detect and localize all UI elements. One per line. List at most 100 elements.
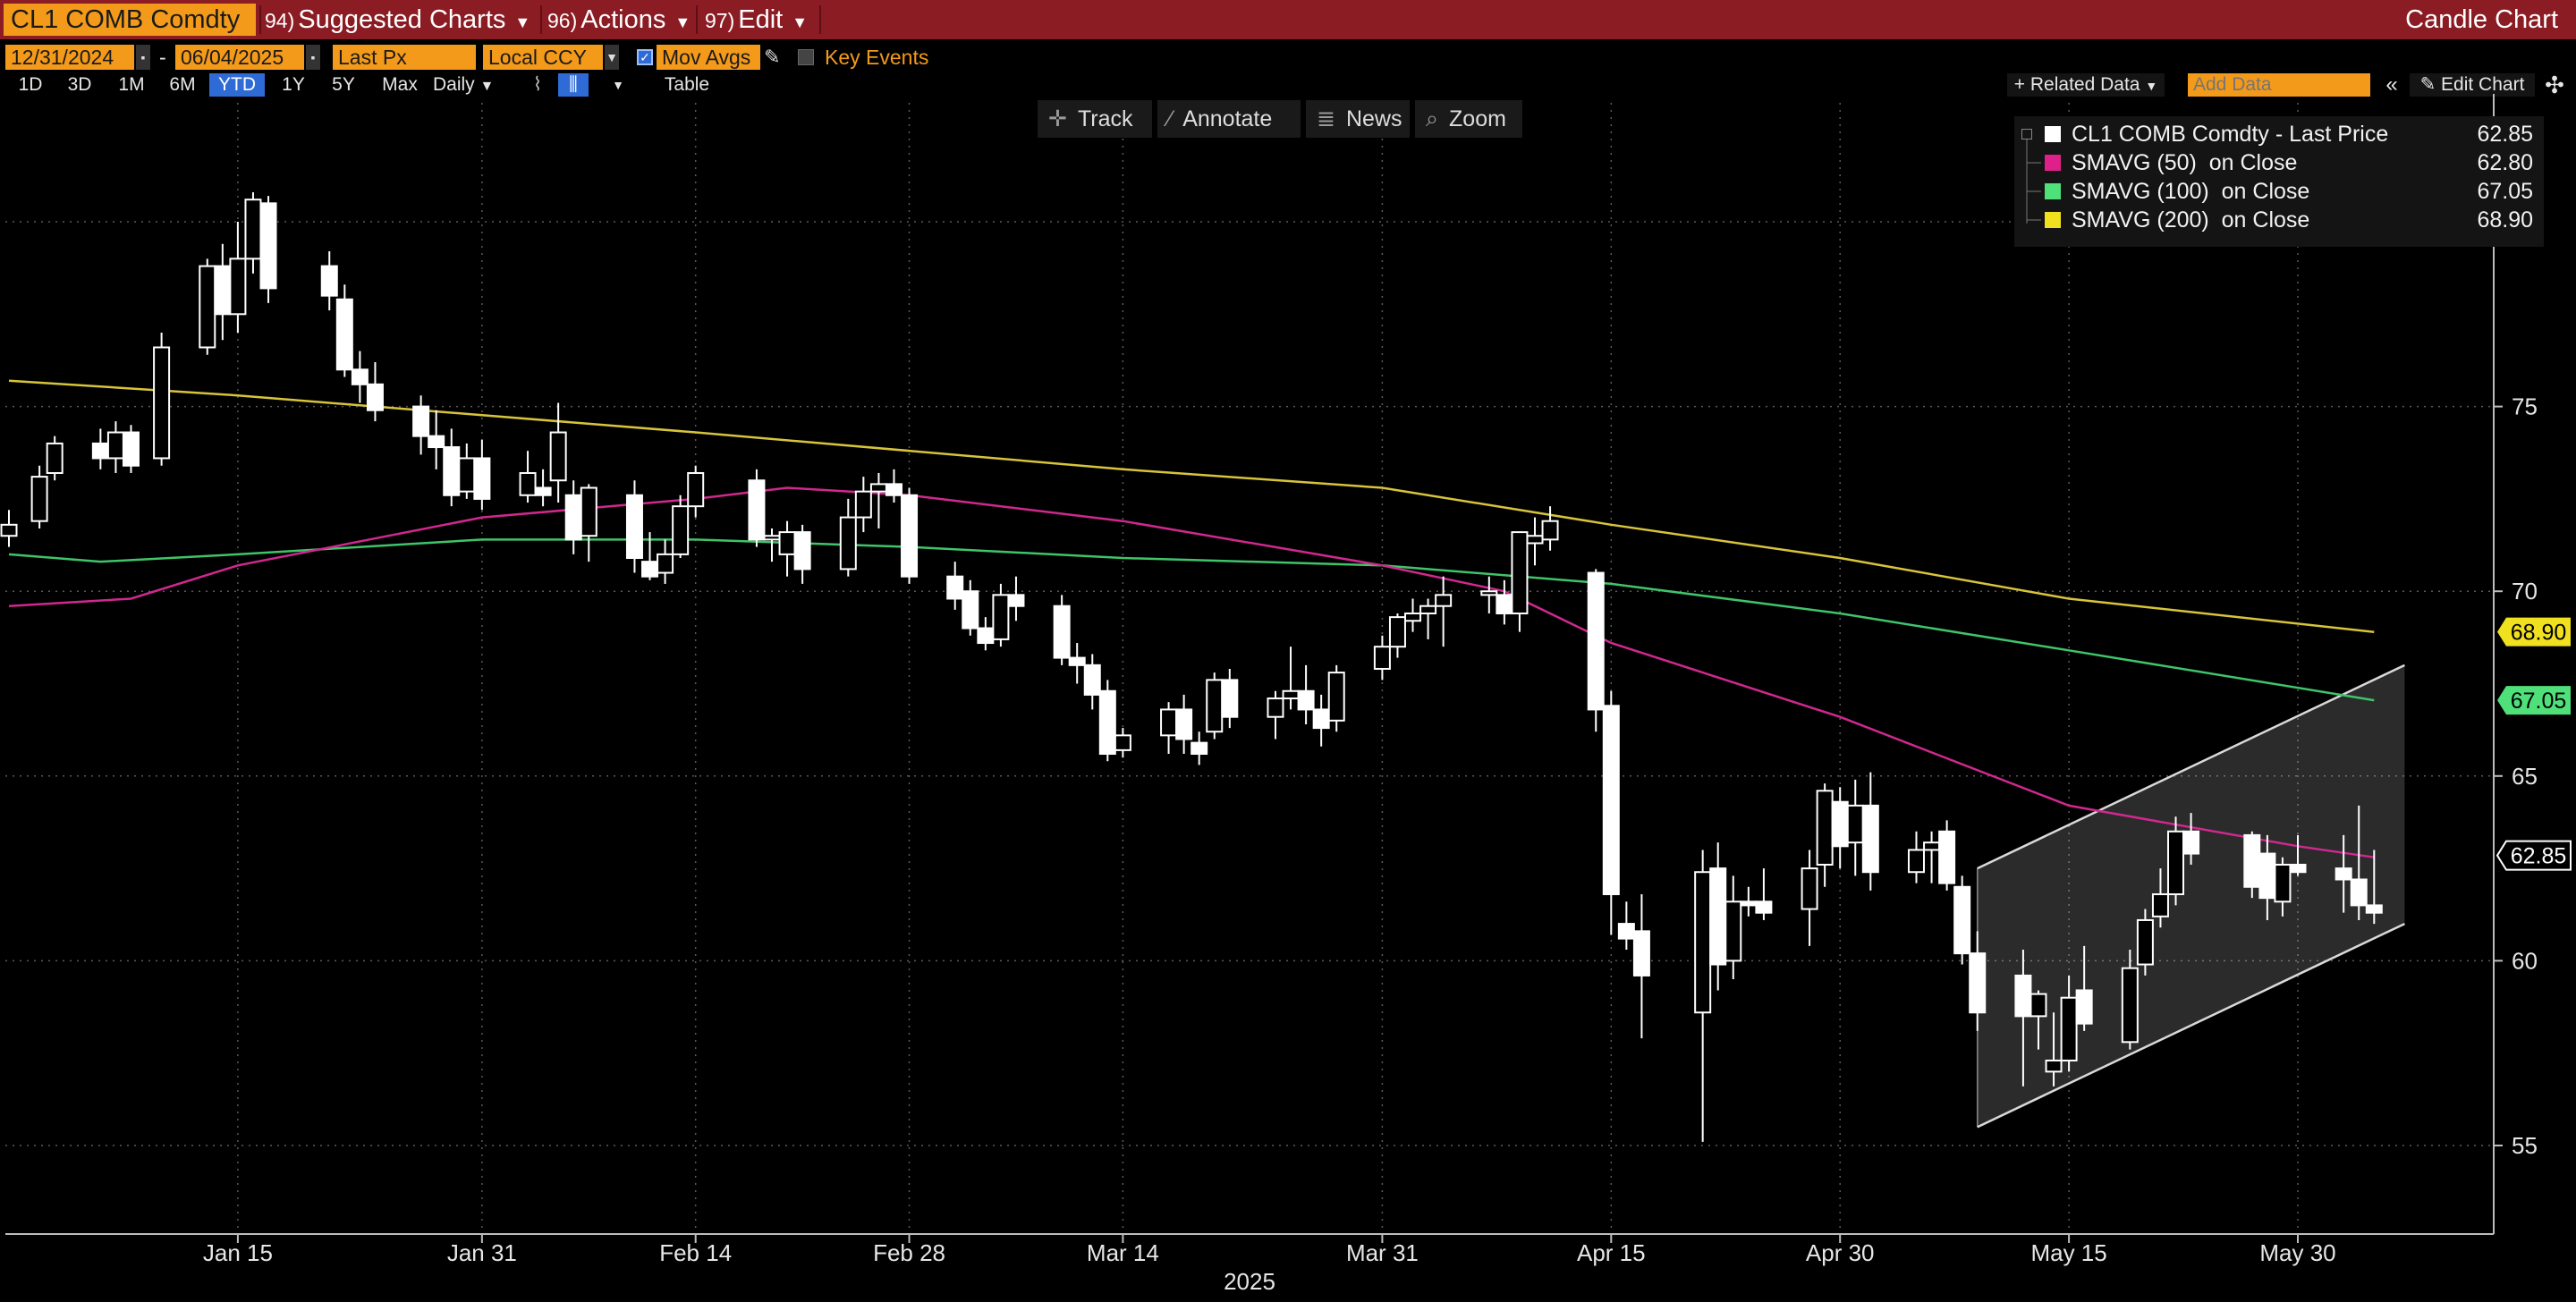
candle xyxy=(672,495,690,559)
candle xyxy=(534,469,552,507)
candle xyxy=(625,480,643,573)
candle xyxy=(1724,875,1742,980)
candle xyxy=(106,421,124,473)
ticker-field[interactable]: CL1 COMB Comdty xyxy=(4,4,256,36)
key-events-label[interactable]: Key Events xyxy=(825,46,929,69)
last-value-tag: 68.90 xyxy=(2497,617,2571,647)
suggested-charts-menu[interactable]: 94) Suggested Charts ▼ xyxy=(265,0,530,39)
candle-body xyxy=(1435,594,1453,607)
frequency-select[interactable]: Daily ▼ xyxy=(433,73,508,97)
channel-upper-line xyxy=(1977,664,2405,870)
candle xyxy=(428,410,445,469)
candle-body xyxy=(839,516,857,571)
line-chart-icon[interactable]: ⌇ xyxy=(532,74,543,95)
y-tick-label: 75 xyxy=(2512,393,2538,420)
candle xyxy=(1908,831,1925,884)
frequency-label: Daily xyxy=(433,74,475,95)
period-1y-button[interactable]: 1Y xyxy=(282,74,305,95)
candle-body xyxy=(214,265,232,316)
candle xyxy=(1740,886,1758,917)
period-1m-button[interactable]: 1M xyxy=(118,74,145,95)
currency-select[interactable]: Local CCY xyxy=(483,45,603,70)
settings-icon[interactable]: ✣ xyxy=(2545,72,2564,98)
x-tick-label: Apr 15 xyxy=(1577,1239,1646,1266)
key-events-checkbox[interactable] xyxy=(798,49,814,65)
candle-body xyxy=(244,199,262,260)
candle xyxy=(2167,816,2185,906)
candle-body xyxy=(458,457,476,493)
chevron-down-icon[interactable]: ▼ xyxy=(612,78,624,92)
pencil-icon[interactable]: ✎ xyxy=(764,46,781,68)
news-button[interactable]: ≣ News xyxy=(1306,100,1410,138)
y-tick-label: 55 xyxy=(2512,1132,2538,1159)
mov-avgs-button[interactable]: Mov Avgs xyxy=(657,45,760,70)
sma50-line xyxy=(8,486,2375,858)
candle xyxy=(748,469,766,547)
actions-menu[interactable]: 96) Actions ▼ xyxy=(547,0,691,39)
collapse-box-icon[interactable] xyxy=(2021,129,2032,140)
candle xyxy=(2060,975,2078,1072)
zoom-button[interactable]: ⌕ Zoom xyxy=(1415,100,1522,138)
period-1d-button[interactable]: 1D xyxy=(18,74,43,95)
calendar-icon[interactable]: ▪ xyxy=(306,45,320,70)
trend-channel[interactable] xyxy=(1976,664,2405,1129)
legend-row-sma200[interactable]: SMAVG (200) on Close 68.90 xyxy=(2014,206,2544,234)
track-button[interactable]: ✛ Track xyxy=(1038,100,1152,138)
add-data-input[interactable] xyxy=(2188,73,2370,97)
period-3d-button[interactable]: 3D xyxy=(67,74,92,95)
legend-row-price[interactable]: CL1 COMB Comdty - Last Price 62.85 xyxy=(2014,120,2544,148)
candle xyxy=(1206,672,1224,740)
candle-body xyxy=(1114,734,1131,751)
related-data-button[interactable]: + Related Data ▼ xyxy=(2007,73,2165,97)
chevron-down-icon[interactable]: ▼ xyxy=(605,45,619,70)
candle xyxy=(763,528,781,562)
legend-row-sma100[interactable]: SMAVG (100) on Close 67.05 xyxy=(2014,177,2544,206)
candle-body xyxy=(778,531,796,555)
candle xyxy=(687,465,705,518)
period-6m-button[interactable]: 6M xyxy=(169,74,196,95)
candle xyxy=(549,402,567,503)
candle-body xyxy=(1206,679,1224,733)
magnifier-icon: ⌕ xyxy=(1426,106,1439,131)
candle xyxy=(1602,690,1620,935)
period-ytd-button[interactable]: YTD xyxy=(209,73,265,97)
candle xyxy=(1419,598,1437,639)
candle-body xyxy=(1740,900,1758,907)
candle-body xyxy=(992,594,1010,640)
period-5y-button[interactable]: 5Y xyxy=(332,74,355,95)
candle-body xyxy=(625,494,643,560)
menu-separator xyxy=(259,5,261,34)
table-button[interactable]: Table xyxy=(664,74,710,95)
mov-avgs-checkbox[interactable]: ✓ xyxy=(637,49,653,65)
candle-body xyxy=(2075,989,2093,1025)
legend-row-sma50[interactable]: SMAVG (50) on Close 62.80 xyxy=(2014,148,2544,177)
menu-label: Edit xyxy=(738,5,784,34)
end-date-field[interactable]: 06/04/2025 xyxy=(175,45,304,70)
price-field-select[interactable]: Last Px xyxy=(333,45,476,70)
candle xyxy=(2182,813,2200,865)
period-max-button[interactable]: Max xyxy=(382,74,418,95)
candle xyxy=(1632,894,1650,1039)
candle xyxy=(1068,643,1086,684)
edit-chart-button[interactable]: ✎ Edit Chart xyxy=(2410,73,2535,97)
start-date-field[interactable]: 12/31/2024 xyxy=(5,45,134,70)
candle-chart-icon[interactable]: ⫼ xyxy=(558,73,589,97)
candle xyxy=(1541,506,1559,551)
candle xyxy=(2121,950,2139,1050)
y-axis-labels: 556065707580 xyxy=(2512,208,2538,1159)
candle-body xyxy=(2060,996,2078,1061)
candle xyxy=(2029,990,2047,1050)
candle xyxy=(1327,664,1345,732)
annotate-button[interactable]: ⁄ Annotate xyxy=(1157,100,1301,138)
edit-menu[interactable]: 97) Edit ▼ xyxy=(705,0,808,39)
candle-body xyxy=(549,431,567,482)
calendar-icon[interactable]: ▪ xyxy=(136,45,150,70)
candle-body xyxy=(1053,604,1071,659)
candle-body xyxy=(580,486,597,537)
candle-body xyxy=(1496,594,1513,614)
candle xyxy=(1053,595,1071,665)
menu-number: 94) xyxy=(265,9,295,32)
candle xyxy=(1175,694,1193,755)
collapse-icon[interactable]: « xyxy=(2385,72,2398,97)
